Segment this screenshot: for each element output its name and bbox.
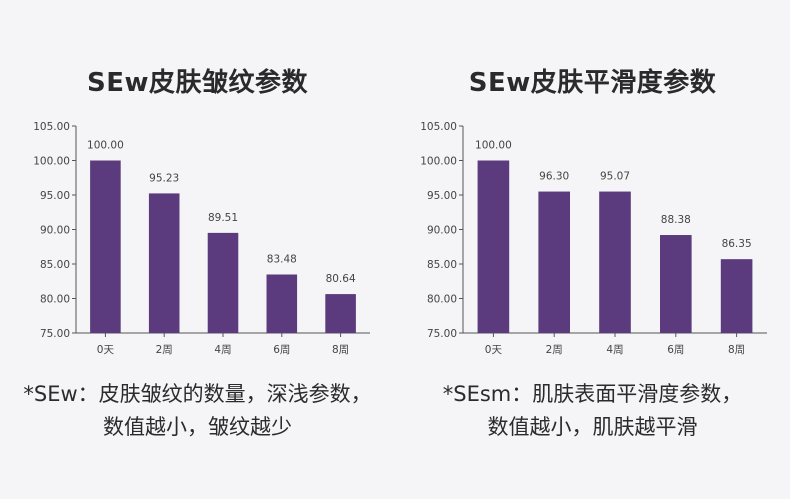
bar-value-label: 89.51 <box>208 212 238 224</box>
y-tick-label: 105.00 <box>420 121 457 133</box>
wrinkle-bar-chart: 75.00 80.00 85.00 90.00 95.00 100.00 105.00 100… <box>33 121 370 356</box>
bar <box>599 191 631 333</box>
note-line-1: *SEsm：肌肤表面平滑度参数， <box>442 382 743 406</box>
bar <box>207 232 239 333</box>
bar <box>538 191 571 333</box>
y-tick-label: 95.00 <box>40 190 70 202</box>
y-tick-label: 90.00 <box>40 225 70 237</box>
bar <box>148 193 180 333</box>
x-tick-label: 4周 <box>606 344 623 356</box>
chart-title: SEw皮肤皱纹参数 <box>86 68 308 98</box>
bar <box>659 235 692 333</box>
bar-value-label: 100.00 <box>475 140 512 152</box>
bar <box>325 294 356 333</box>
y-tick-label: 85.00 <box>427 259 457 271</box>
note-line-2: 数值越小，皱纹越少 <box>103 415 292 439</box>
x-tick-label: 2周 <box>546 344 563 356</box>
bar <box>477 160 510 333</box>
y-tick-label: 75.00 <box>427 328 457 340</box>
chart-note: *SEw：皮肤皱纹的数量，深浅参数， 数值越小，皱纹越少 <box>0 378 395 444</box>
y-tick-label: 95.00 <box>427 190 457 202</box>
bar-value-label: 83.48 <box>267 253 297 265</box>
note-line-1: *SEw：皮肤皱纹的数量，深浅参数， <box>23 382 372 406</box>
x-tick-label: 4周 <box>214 344 231 356</box>
y-tick-label: 90.00 <box>427 225 457 237</box>
bar <box>266 274 298 333</box>
y-tick-label: 75.00 <box>40 328 70 340</box>
bar <box>720 259 753 333</box>
bar-value-label: 95.07 <box>600 171 630 183</box>
x-tick-label: 2周 <box>156 344 173 356</box>
y-tick-label: 80.00 <box>427 294 457 306</box>
y-tick-label: 100.00 <box>420 156 457 168</box>
x-tick-label: 0天 <box>485 344 503 356</box>
chart-note: *SEsm：肌肤表面平滑度参数， 数值越小，肌肤越平滑 <box>395 378 790 444</box>
y-tick-label: 85.00 <box>40 259 70 271</box>
panel-smoothness: SEw皮肤平滑度参数 75.00 80.00 85.00 90.00 95.00 100.… <box>395 0 790 499</box>
x-tick-label: 6周 <box>667 344 684 356</box>
chart-title: SEw皮肤平滑度参数 <box>468 68 717 98</box>
bar-value-label: 88.38 <box>661 214 691 226</box>
bar-value-label: 95.23 <box>149 172 179 184</box>
x-tick-label: 6周 <box>273 344 290 356</box>
bar-value-label: 100.00 <box>87 140 124 152</box>
smoothness-bar-chart: 75.00 80.00 85.00 90.00 95.00 100.00 105.00 100… <box>420 121 767 356</box>
y-tick-label: 80.00 <box>40 294 70 306</box>
bar-value-label: 80.64 <box>326 273 356 285</box>
x-tick-label: 8周 <box>332 344 349 356</box>
bar-value-label: 86.35 <box>722 238 752 250</box>
y-tick-label: 105.00 <box>33 121 70 133</box>
x-tick-label: 0天 <box>97 344 115 356</box>
bar-value-label: 96.30 <box>539 171 569 183</box>
x-tick-label: 8周 <box>728 344 745 356</box>
y-tick-label: 100.00 <box>33 156 70 168</box>
bar <box>90 160 121 333</box>
note-line-2: 数值越小，肌肤越平滑 <box>487 415 698 439</box>
panel-wrinkle: SEw皮肤皱纹参数 75.00 80.00 85.00 90.00 95.00 100.0… <box>0 68 395 444</box>
